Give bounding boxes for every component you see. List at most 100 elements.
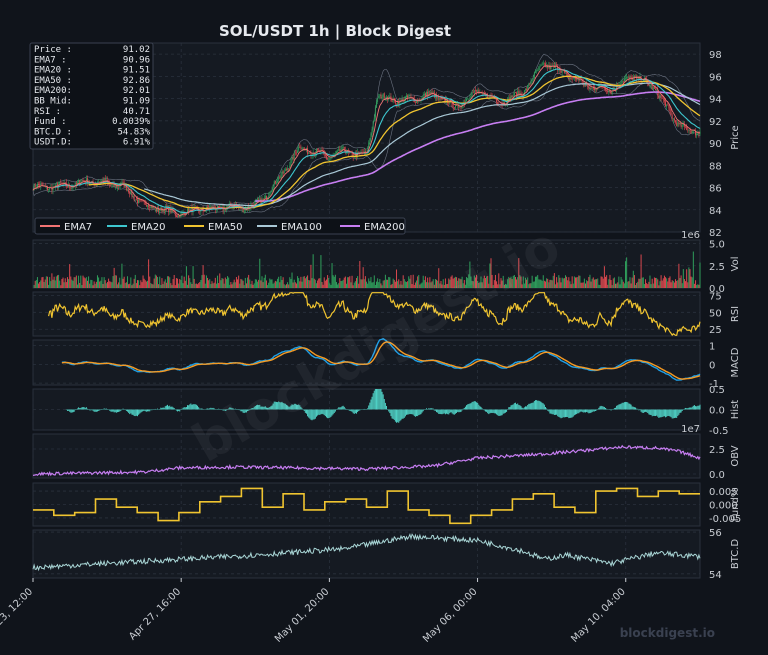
hist-bar bbox=[335, 410, 336, 412]
volume-bar bbox=[312, 278, 313, 288]
hist-bar bbox=[624, 402, 625, 409]
hist-bar bbox=[384, 399, 385, 409]
candle-body bbox=[265, 196, 266, 198]
volume-bar bbox=[296, 284, 297, 288]
volume-bar bbox=[224, 284, 225, 288]
candle-body bbox=[611, 92, 612, 94]
volume-bar bbox=[589, 275, 590, 288]
volume-bar bbox=[156, 276, 157, 288]
volume-bar bbox=[408, 276, 409, 288]
hist-bar bbox=[135, 410, 136, 417]
info-label: Fund : bbox=[34, 117, 67, 127]
candle-body bbox=[531, 81, 532, 84]
candle-body bbox=[568, 75, 569, 79]
volume-bar bbox=[286, 284, 287, 288]
hist-bar bbox=[330, 410, 331, 417]
candle-body bbox=[691, 131, 692, 134]
candle-body bbox=[147, 205, 148, 206]
hist-bar bbox=[349, 410, 350, 411]
hist-bar bbox=[327, 410, 328, 419]
volume-bar bbox=[164, 281, 165, 288]
hist-bar bbox=[684, 409, 685, 410]
volume-bar bbox=[661, 275, 662, 288]
volume-bar bbox=[84, 277, 85, 288]
hist-bar bbox=[584, 410, 585, 413]
hist-bar bbox=[186, 407, 187, 409]
candle-body bbox=[56, 184, 57, 185]
candle-body bbox=[328, 159, 329, 160]
hist-bar bbox=[546, 408, 547, 409]
hist-bar bbox=[436, 410, 437, 413]
hist-bar bbox=[150, 410, 151, 411]
y-axis-label: OBV bbox=[730, 445, 741, 466]
volume-bar bbox=[66, 282, 67, 288]
hist-bar bbox=[402, 410, 403, 419]
volume-bar bbox=[264, 278, 265, 288]
volume-bar bbox=[80, 276, 81, 288]
volume-bar bbox=[355, 281, 356, 288]
volume-bar bbox=[104, 277, 105, 288]
volume-bar bbox=[170, 283, 171, 288]
panel-frame bbox=[33, 530, 700, 578]
volume-bar bbox=[83, 276, 84, 288]
volume-bar bbox=[51, 273, 52, 288]
volume-bar bbox=[71, 280, 72, 288]
volume-bar bbox=[648, 282, 649, 288]
volume-bar bbox=[196, 284, 197, 288]
y-exponent-label: 1e7 bbox=[681, 424, 700, 435]
hist-bar bbox=[548, 410, 549, 412]
hist-bar bbox=[334, 410, 335, 414]
hist-bar bbox=[400, 410, 401, 421]
hist-bar bbox=[385, 403, 386, 410]
hist-bar bbox=[652, 410, 653, 417]
volume-bar bbox=[689, 269, 690, 288]
hist-bar bbox=[136, 410, 137, 416]
y-tick-label: 1 bbox=[709, 342, 715, 353]
hist-bar bbox=[659, 410, 660, 418]
volume-bar bbox=[568, 277, 569, 288]
volume-bar bbox=[171, 285, 172, 288]
hist-bar bbox=[455, 410, 456, 414]
hist-bar bbox=[642, 410, 643, 413]
volume-bar bbox=[581, 283, 582, 288]
candle-body bbox=[48, 189, 49, 190]
candle-body bbox=[441, 98, 442, 99]
hist-bar bbox=[90, 410, 91, 411]
hist-bar bbox=[418, 410, 419, 416]
volume-bar bbox=[375, 285, 376, 288]
candle-body bbox=[176, 216, 177, 217]
volume-bar bbox=[392, 284, 393, 288]
candle-body bbox=[658, 95, 659, 98]
volume-bar bbox=[167, 276, 168, 288]
volume-bar bbox=[377, 278, 378, 288]
info-label: EMA50 : bbox=[34, 76, 72, 86]
volume-bar bbox=[657, 279, 658, 288]
hist-bar bbox=[647, 410, 648, 414]
volume-bar bbox=[262, 276, 263, 288]
volume-bar bbox=[636, 283, 637, 288]
hist-bar bbox=[518, 405, 519, 410]
candle-body bbox=[401, 100, 402, 101]
y-tick-label: 56 bbox=[709, 528, 722, 539]
volume-bar bbox=[103, 284, 104, 288]
hist-bar bbox=[524, 407, 525, 409]
volume-bar bbox=[346, 284, 347, 288]
hist-bar bbox=[521, 406, 522, 409]
hist-bar bbox=[105, 409, 106, 410]
hist-bar bbox=[79, 408, 80, 409]
hist-bar bbox=[78, 407, 79, 409]
hist-bar bbox=[96, 410, 97, 412]
candle-body bbox=[78, 180, 79, 182]
hist-bar bbox=[573, 410, 574, 417]
hist-bar bbox=[390, 410, 391, 417]
hist-bar bbox=[434, 410, 435, 411]
hist-bar bbox=[512, 405, 513, 410]
hist-bar bbox=[353, 410, 354, 414]
candle-body bbox=[453, 106, 454, 107]
candle-body bbox=[270, 192, 271, 194]
hist-bar bbox=[700, 405, 701, 410]
volume-bar bbox=[208, 280, 209, 288]
hist-bar bbox=[399, 410, 400, 422]
volume-bar bbox=[46, 276, 47, 288]
